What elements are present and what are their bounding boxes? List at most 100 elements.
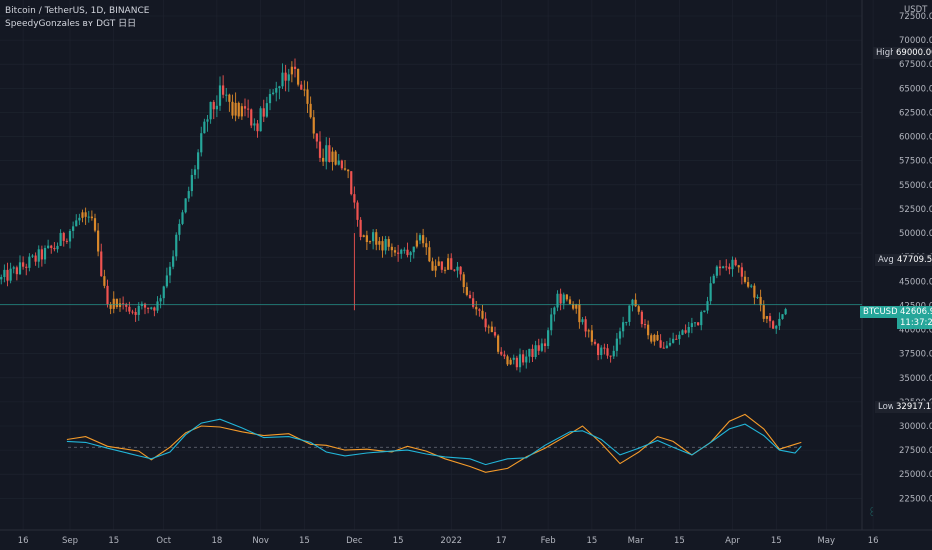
candle-body xyxy=(568,299,572,304)
time-tick-label: 15 xyxy=(674,536,685,546)
candle-body xyxy=(97,230,100,252)
candle-body xyxy=(540,343,543,351)
candle-body xyxy=(156,301,159,311)
candle-body xyxy=(637,306,640,312)
candle-body xyxy=(612,350,615,357)
candle-body xyxy=(334,151,337,165)
candle-body xyxy=(681,330,684,335)
candle-body xyxy=(209,101,212,120)
candles-layer xyxy=(0,58,787,373)
candle-body xyxy=(481,310,484,319)
candle-body xyxy=(187,191,190,199)
candle-body xyxy=(275,88,278,93)
candle-body xyxy=(278,86,281,89)
candle-body xyxy=(75,220,78,227)
candle-body xyxy=(15,267,18,275)
candle-body xyxy=(28,256,31,268)
candle-body xyxy=(772,321,775,329)
candle-body xyxy=(397,252,400,254)
candle-body xyxy=(134,311,137,315)
symbol-title[interactable]: Bitcoin / TetherUS, 1D, BINANCE xyxy=(5,6,150,16)
candle-body xyxy=(56,245,59,250)
candle-body xyxy=(747,282,750,287)
candle-body xyxy=(340,160,343,169)
candle-body xyxy=(650,335,653,342)
candle-body xyxy=(525,356,528,363)
candle-body xyxy=(87,216,90,218)
candle-body xyxy=(175,234,178,257)
candle-body xyxy=(609,355,612,357)
candle-body xyxy=(372,232,375,242)
candle-body xyxy=(559,293,562,304)
candle-body xyxy=(290,66,293,75)
candle-body xyxy=(328,145,331,162)
candle-body xyxy=(515,357,518,368)
candle-body xyxy=(78,217,81,221)
candle-body xyxy=(775,325,778,329)
candle-body xyxy=(337,160,340,165)
candle-body xyxy=(237,102,240,117)
candle-body xyxy=(712,275,715,284)
time-tick-label: May xyxy=(817,536,835,546)
candle-body xyxy=(562,294,565,304)
candle-body xyxy=(297,68,300,85)
candle-body xyxy=(247,108,250,110)
candle-body xyxy=(765,316,768,319)
candle-body xyxy=(528,348,531,357)
high-value: 69000.00 xyxy=(893,47,932,59)
candle-body xyxy=(253,123,256,126)
candle-body xyxy=(37,249,40,262)
candle-body xyxy=(265,103,268,117)
candle-body xyxy=(306,89,309,104)
candle-body xyxy=(153,307,156,311)
tradingview-logo: ꒰ xyxy=(868,508,876,519)
candle-body xyxy=(300,84,303,90)
candle-body xyxy=(509,359,512,365)
chart-legend: Bitcoin / TetherUS, 1D, BINANCE SpeedyGo… xyxy=(5,5,149,31)
candle-body xyxy=(287,74,290,81)
indicator-title[interactable]: SpeedyGonzales ʙʏ DGT ⽇⽇ xyxy=(5,19,137,29)
time-tick-label: 18 xyxy=(211,536,222,546)
axis-unit-label: USDT xyxy=(904,5,928,15)
time-axis[interactable]: 16 Sep 15 Oct 18 Nov 15 Dec 15 2022 17 Feb 15 Mar 15 Ap… xyxy=(18,536,879,546)
oscillator-blue-line xyxy=(66,418,802,466)
candle-body xyxy=(615,338,618,351)
candle-body xyxy=(737,265,740,268)
candle-body xyxy=(272,92,275,95)
candle-body xyxy=(409,252,412,256)
candle-body xyxy=(431,261,434,271)
candle-body xyxy=(50,245,53,248)
time-tick-label: 15 xyxy=(586,536,597,546)
candle-body xyxy=(100,251,103,277)
candle-body xyxy=(743,276,747,283)
candle-body xyxy=(781,314,784,319)
candle-body xyxy=(259,108,262,132)
time-tick-label: Feb xyxy=(541,536,556,546)
candle-body xyxy=(684,330,687,333)
candle-body xyxy=(309,103,312,118)
candle-body xyxy=(256,123,259,132)
candle-body xyxy=(81,212,84,218)
candle-body xyxy=(65,240,68,242)
price-tick-label: 57500.00 xyxy=(899,157,932,167)
candle-body xyxy=(450,258,453,270)
candle-body xyxy=(25,266,28,268)
candle-body xyxy=(90,216,93,219)
candle-body xyxy=(500,351,503,355)
candle-body xyxy=(631,299,634,306)
candle-body xyxy=(400,249,403,254)
candle-body xyxy=(165,275,168,287)
candle-body xyxy=(243,106,247,109)
candle-body xyxy=(178,223,181,235)
candle-body xyxy=(462,274,465,288)
candle-body xyxy=(565,294,568,300)
candle-body xyxy=(131,311,134,313)
candle-body xyxy=(600,347,603,356)
low-label: Low xyxy=(875,401,898,413)
candle-body xyxy=(356,202,359,220)
candle-body xyxy=(103,276,106,286)
candle-body xyxy=(331,151,334,162)
candle-body xyxy=(384,239,387,251)
